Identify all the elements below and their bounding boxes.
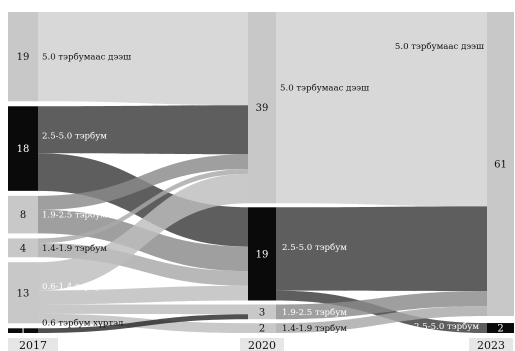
ribbons-layer [38,12,487,333]
node-label-2017-5-0-тэрбумаас-дээш: 5.0 тэрбумаас дээш [42,52,131,63]
year-box-2020 [240,338,284,351]
flow-ribbon-1-4-1-9-тэрбум-to-5-0-тэрбумаас-дээш [276,306,487,333]
node-value-2017-1-9-2-5-тэрбум: 8 [20,210,26,221]
flow-ribbon-1-4-1-9-тэрбум-to-5-0-тэрбумаас-дээш [38,168,248,244]
node-2023-2-5-5-0-тэрбум [487,323,514,333]
year-box-2023 [469,338,513,351]
year-axis: 2017 2020 2023 [8,338,513,351]
node-label-2017-1-4-1-9-тэрбум: 1.4-1.9 тэрбум [42,243,107,254]
flow-ribbon-1-9-2-5-тэрбум-to-5-0-тэрбумаас-дээш [38,154,248,210]
node-value-2017-0-6-тэрбум-хүртэл: 1 [20,326,26,337]
flow-ribbon-0-6-1-4-тэрбум-to-2-5-5-0-тэрбум [38,285,248,305]
node-label-2017-1-9-2-5-тэрбум: 1.9-2.5 тэрбум [42,210,107,221]
node-2020-1-4-1-9-тэрбум [248,323,276,333]
labels-layer: 19 18 8 4 13 1 39 19 3 2 61 2 5.0 тэрбумаас дээш 2.5-… [17,41,507,337]
node-2017-1-4-1-9-тэрбум [8,238,38,258]
year-label-2023: 2023 [477,339,505,351]
flow-ribbon-2-5-5-0-тэрбум-to-2-5-5-0-тэрбум [38,153,248,247]
year-box-2017 [8,338,58,351]
node-2017-0-6-1-4-тэрбум [8,262,38,324]
node-value-2017-1-4-1-9-тэрбум: 4 [20,243,26,254]
node-2017-2-5-5-0-тэрбум [8,106,38,191]
node-value-2023-5-0-тэрбумаас-дээш: 61 [494,160,507,171]
node-2020-5-0-тэрбумаас-дээш [248,12,276,204]
flow-ribbon-0-6-тэрбум-хүртэл-to-1-9-2-5-тэрбум [38,314,248,333]
node-label-2017-0-6-тэрбум-хүртэл: 0.6 тэрбум хүртэл [42,318,124,329]
flow-ribbon-1-9-2-5-тэрбум-to-5-0-тэрбумаас-дээш [276,291,487,320]
node-2020-2-5-5-0-тэрбум [248,207,276,301]
node-2017-0-6-тэрбум-хүртэл [8,328,38,333]
flow-ribbon-0-6-1-4-тэрбум-to-5-0-тэрбумаас-дээш [38,173,248,291]
node-value-2020-1-9-2-5-тэрбум: 3 [259,307,265,318]
node-label-2020-1-4-1-9-тэрбум: 1.4-1.9 тэрбум [282,323,347,334]
year-label-2017: 2017 [19,339,47,351]
node-value-2017-5-0-тэрбумаас-дээш: 19 [17,52,30,63]
nodes-layer [8,12,514,333]
node-value-2023-2-5-5-0-тэрбум: 2 [497,324,503,335]
node-label-2020-1-9-2-5-тэрбум: 1.9-2.5 тэрбум [282,307,347,318]
node-value-2020-2-5-5-0-тэрбум: 19 [256,249,269,260]
node-label-2023-2-5-5-0-тэрбум: 2.5-5.0 тэрбум [414,321,479,332]
node-value-2020-1-4-1-9-тэрбум: 2 [259,324,265,335]
node-2017-5-0-тэрбумаас-дээш [8,12,38,102]
flow-ribbon-5-0-тэрбумаас-дээш-to-5-0-тэрбумаас-дээш [38,12,248,106]
node-2023-5-0-тэрбумаас-дээш [487,12,514,317]
node-value-2020-5-0-тэрбумаас-дээш: 39 [256,103,269,114]
node-value-2017-0-6-1-4-тэрбум: 13 [17,288,30,299]
node-2020-1-9-2-5-тэрбум [248,304,276,320]
node-2017-1-9-2-5-тэрбум [8,195,38,234]
flow-ribbon-2-5-5-0-тэрбум-to-5-0-тэрбумаас-дээш [38,105,248,155]
node-label-2020-2-5-5-0-тэрбум: 2.5-5.0 тэрбум [282,242,347,253]
node-label-2020-5-0-тэрбумаас-дээш: 5.0 тэрбумаас дээш [280,83,369,94]
flow-ribbon-2-5-5-0-тэрбум-to-5-0-тэрбумаас-дээш [276,206,487,292]
flow-ribbon-0-6-1-4-тэрбум-to-1-9-2-5-тэрбум [38,304,248,315]
node-value-2017-2-5-5-0-тэрбум: 18 [17,144,30,155]
node-label-2017-0-6-1-4-тэрбум: 0.6-1.4 тэрбум [42,281,107,292]
node-label-2023-5-0-тэрбумаас-дээш: 5.0 тэрбумаас дээш [395,41,484,52]
flow-ribbon-5-0-тэрбумаас-дээш-to-5-0-тэрбумаас-дээш [276,12,487,207]
node-label-2017-2-5-5-0-тэрбум: 2.5-5.0 тэрбум [42,131,107,142]
year-label-2020: 2020 [248,339,276,351]
